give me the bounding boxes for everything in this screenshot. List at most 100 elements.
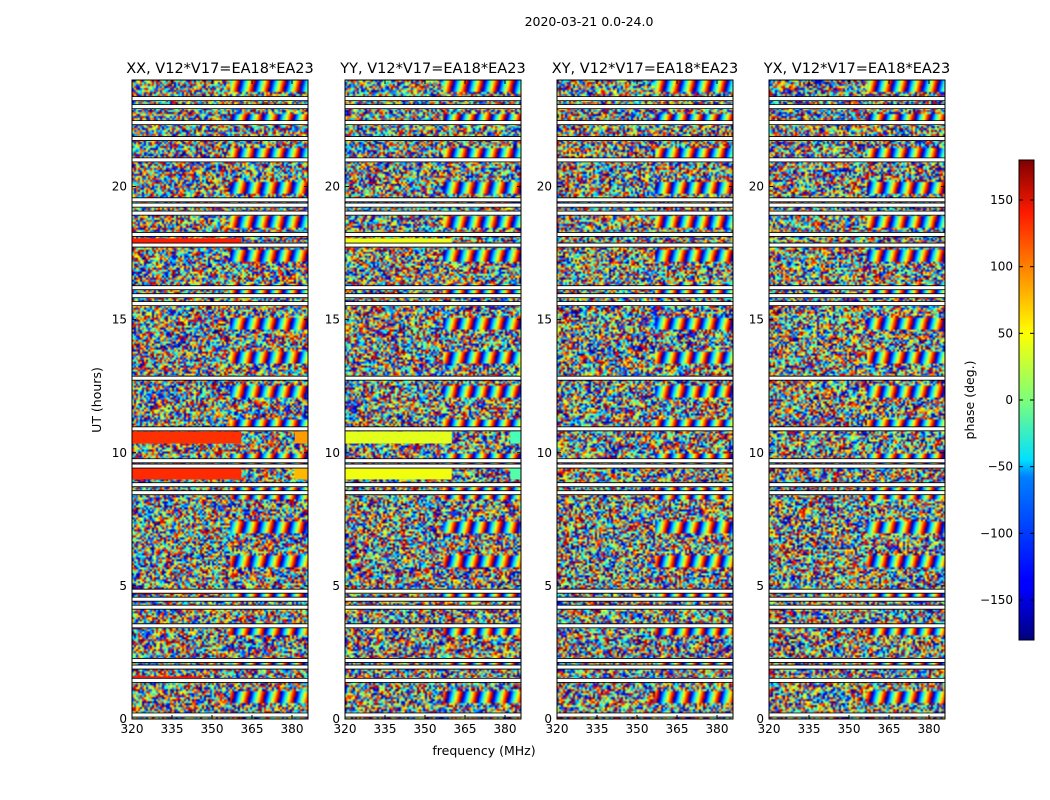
flagged-gap bbox=[557, 211, 733, 216]
flagged-gap bbox=[345, 104, 521, 109]
flagged-gap bbox=[557, 136, 733, 141]
x-tick-label: 365 bbox=[454, 722, 477, 736]
flagged-gap bbox=[132, 713, 308, 718]
x-tick-label: 380 bbox=[706, 722, 729, 736]
y-tick-label: 0 bbox=[119, 712, 127, 726]
flagged-gap bbox=[769, 376, 945, 381]
flagged-gap bbox=[132, 464, 308, 469]
flagged-gap bbox=[132, 197, 308, 202]
flagged-gap bbox=[132, 211, 308, 216]
flagged-gap bbox=[345, 458, 521, 463]
flagged-gap bbox=[557, 458, 733, 463]
y-tick-label: 0 bbox=[756, 712, 764, 726]
flagged-gap bbox=[345, 376, 521, 381]
flagged-gap bbox=[345, 243, 521, 248]
panel-group: XX, V12*V17=EA18*EA23 320 335 350 365 380 0 5 10… bbox=[112, 61, 951, 736]
x-tick-label: 320 bbox=[758, 722, 781, 736]
flagged-gap bbox=[769, 713, 945, 718]
flagged-gap bbox=[557, 293, 733, 298]
flagged-gap bbox=[132, 623, 308, 628]
flagged-gap bbox=[345, 482, 521, 487]
flagged-gap bbox=[769, 243, 945, 248]
panel-title: YY, V12*V17=EA18*EA23 bbox=[339, 61, 525, 77]
flagged-gap bbox=[132, 285, 308, 290]
coherent-segment bbox=[345, 238, 452, 246]
flagged-gap bbox=[557, 589, 733, 594]
flagged-gap bbox=[769, 120, 945, 125]
flagged-gap bbox=[769, 285, 945, 290]
flagged-gap bbox=[132, 136, 308, 141]
coherent-segment bbox=[345, 431, 452, 444]
panel-yx: YX, V12*V17=EA18*EA23 320 335 350 365 380 0 5 10… bbox=[749, 61, 951, 736]
x-tick-label: 365 bbox=[878, 722, 901, 736]
y-tick-label: 5 bbox=[119, 579, 127, 593]
flagged-gap bbox=[132, 301, 308, 306]
flagged-gap bbox=[132, 605, 308, 610]
panel-title: YX, V12*V17=EA18*EA23 bbox=[763, 61, 950, 77]
x-tick-label: 335 bbox=[374, 722, 397, 736]
flagged-gap bbox=[132, 157, 308, 162]
colorbar-label: phase (deg.) bbox=[962, 361, 977, 440]
flagged-gap bbox=[769, 426, 945, 431]
y-tick-label: 20 bbox=[112, 180, 127, 194]
y-tick-label: 15 bbox=[537, 313, 552, 327]
panel-frame bbox=[556, 79, 734, 720]
x-tick-label: 320 bbox=[546, 722, 569, 736]
flagged-gap bbox=[557, 232, 733, 237]
flagged-gap bbox=[132, 458, 308, 463]
y-tick-label: 15 bbox=[749, 313, 764, 327]
flagged-gap bbox=[769, 464, 945, 469]
flagged-gap bbox=[769, 96, 945, 101]
flagged-gap bbox=[769, 482, 945, 487]
flagged-gap bbox=[345, 678, 521, 683]
flagged-gap bbox=[132, 203, 308, 208]
y-tick-label: 5 bbox=[544, 579, 552, 593]
flagged-gap bbox=[345, 426, 521, 431]
flagged-gap bbox=[769, 589, 945, 594]
phase-heatmap-raster bbox=[132, 80, 308, 719]
flagged-gap bbox=[557, 426, 733, 431]
x-tick-label: 350 bbox=[414, 722, 437, 736]
flagged-gap bbox=[132, 490, 308, 495]
coherent-segment bbox=[294, 431, 308, 444]
x-tick-label: 365 bbox=[666, 722, 689, 736]
flagged-gap bbox=[345, 665, 521, 670]
flagged-gap bbox=[769, 597, 945, 602]
flagged-gap bbox=[132, 658, 308, 663]
flagged-gap bbox=[557, 597, 733, 602]
flagged-gap bbox=[132, 426, 308, 431]
flagged-gap bbox=[345, 623, 521, 628]
flagged-gap bbox=[557, 285, 733, 290]
flagged-gap bbox=[345, 605, 521, 610]
x-tick-label: 335 bbox=[586, 722, 609, 736]
flagged-gap bbox=[132, 678, 308, 683]
flagged-gap bbox=[345, 232, 521, 237]
x-tick-label: 365 bbox=[241, 722, 264, 736]
colorbar: 150 100 50 0 −50 −100 −150 bbox=[980, 159, 1035, 641]
flagged-gap bbox=[557, 678, 733, 683]
x-tick-label: 350 bbox=[201, 722, 224, 736]
flagged-gap bbox=[345, 301, 521, 306]
flagged-gap bbox=[557, 490, 733, 495]
flagged-gap bbox=[557, 120, 733, 125]
flagged-gap bbox=[132, 589, 308, 594]
flagged-gap bbox=[557, 301, 733, 306]
flagged-gap bbox=[769, 136, 945, 141]
flagged-gap bbox=[132, 104, 308, 109]
flagged-gap bbox=[345, 293, 521, 298]
colorbar-tick-label: −100 bbox=[980, 526, 1013, 540]
flagged-gap bbox=[769, 623, 945, 628]
flagged-gap bbox=[557, 482, 733, 487]
flagged-gap bbox=[557, 605, 733, 610]
phase-heatmap-raster bbox=[769, 80, 945, 719]
flagged-gap bbox=[345, 157, 521, 162]
coherent-segment bbox=[345, 467, 452, 480]
coherent-segment bbox=[132, 467, 242, 480]
y-tick-label: 20 bbox=[325, 180, 340, 194]
flagged-gap bbox=[132, 120, 308, 125]
flagged-gap bbox=[345, 658, 521, 663]
x-tick-label: 320 bbox=[334, 722, 357, 736]
flagged-gap bbox=[132, 96, 308, 101]
panel-frame bbox=[131, 79, 309, 720]
colorbar-tick-label: −150 bbox=[980, 593, 1013, 607]
